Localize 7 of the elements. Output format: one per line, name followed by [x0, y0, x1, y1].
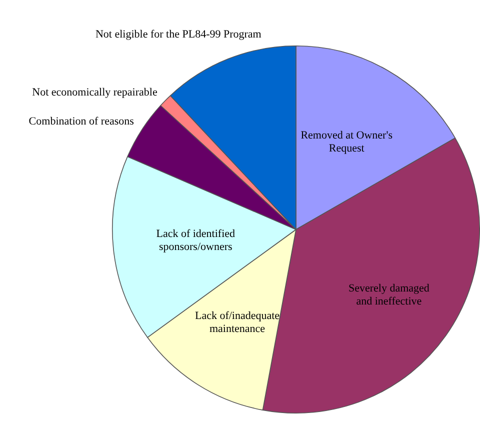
slice-label: Severely damaged and ineffective — [348, 282, 430, 308]
slice-label: Lack of identified sponsors/owners — [156, 228, 236, 253]
slice-label: Not economically repairable — [32, 86, 158, 98]
slice-label: Not eligible for the PL84-99 Program — [95, 28, 262, 40]
slice-label: Combination of reasons — [28, 116, 134, 128]
slice-label: Removed at Owner's Request — [300, 129, 392, 154]
slice-label: Lack of/inadequate maintenance — [194, 310, 280, 336]
